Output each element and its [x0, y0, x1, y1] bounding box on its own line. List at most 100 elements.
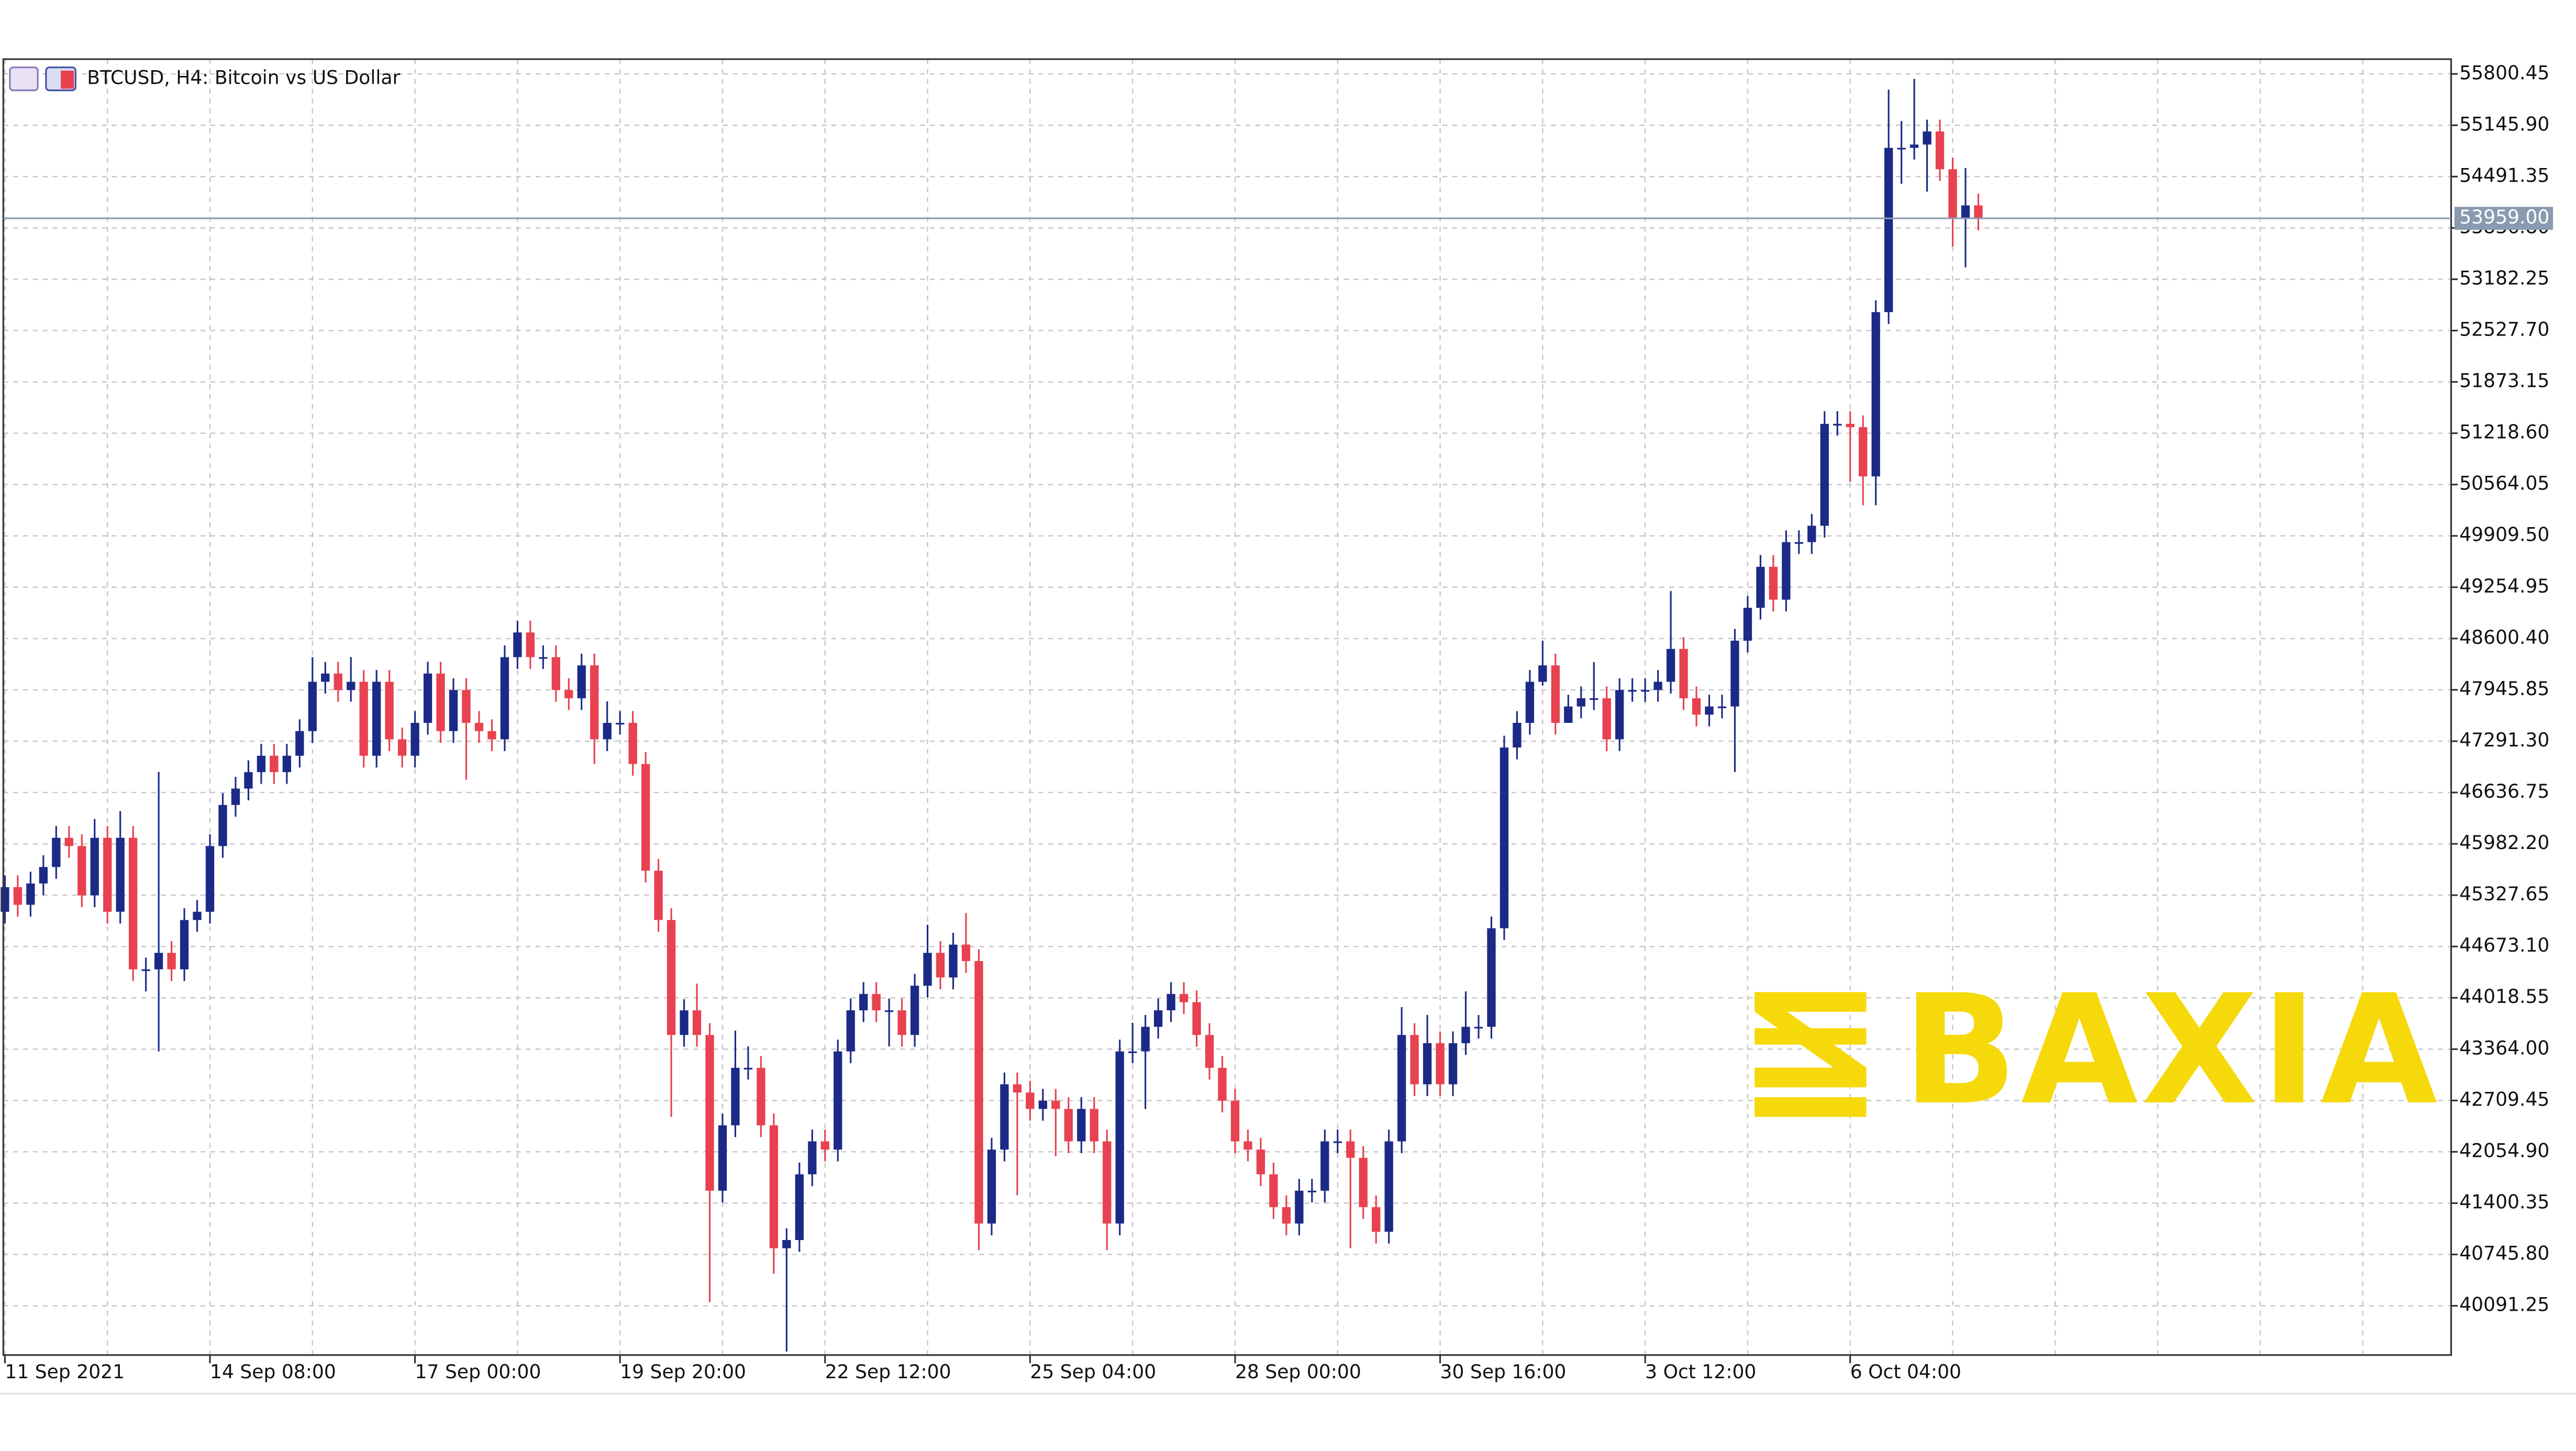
candle-body — [77, 846, 86, 896]
candle-body — [90, 838, 99, 896]
candle-body — [1103, 1141, 1112, 1224]
candle-body — [1474, 1026, 1483, 1029]
candle-body — [1909, 144, 1919, 148]
candle-body — [1038, 1100, 1048, 1109]
candle-body — [257, 755, 266, 773]
y-tick-label: 50564.05 — [2459, 473, 2549, 495]
candle-body — [743, 1067, 753, 1070]
candle-body — [1448, 1043, 1458, 1085]
candle-body — [513, 632, 522, 657]
toolbar-icons — [9, 66, 76, 92]
candle-body — [1013, 1084, 1022, 1093]
candle-body — [846, 1010, 855, 1052]
y-tick-label: 49254.95 — [2459, 575, 2549, 597]
candle-body — [961, 944, 971, 962]
candle-body — [1320, 1141, 1329, 1191]
y-tick-label: 48600.40 — [2459, 627, 2549, 649]
candle-body — [39, 867, 48, 884]
y-tick-label: 55145.90 — [2459, 113, 2549, 135]
candle-body — [884, 1010, 894, 1012]
candle-body — [949, 944, 958, 978]
y-tick-label: 45982.20 — [2459, 832, 2549, 854]
y-tick-label: 40745.80 — [2459, 1243, 2549, 1265]
candle-body — [872, 994, 881, 1011]
candle-body — [1807, 526, 1816, 542]
y-tick-label: 40091.25 — [2459, 1294, 2549, 1316]
x-tick-label: 17 Sep 00:00 — [415, 1361, 541, 1383]
candle-body — [1871, 312, 1880, 477]
y-tick-label: 42054.90 — [2459, 1140, 2549, 1162]
candle-body — [1359, 1157, 1368, 1208]
candle-body — [705, 1035, 714, 1191]
candle-body — [26, 883, 35, 905]
candle-body — [218, 805, 227, 846]
candle-body — [1692, 698, 1701, 715]
bottom-rule — [0, 1392, 2576, 1395]
candle-body — [1756, 566, 1765, 608]
x-tick-label: 14 Sep 08:00 — [210, 1361, 336, 1383]
candle-body — [64, 838, 73, 846]
candle-body — [141, 969, 150, 971]
candle-body — [397, 739, 407, 756]
candle-body — [270, 755, 279, 773]
candle-body — [1346, 1141, 1355, 1158]
candle-body — [1628, 690, 1637, 692]
grid — [3, 59, 2451, 1355]
candle-body — [1833, 423, 1842, 426]
candle-body — [129, 838, 138, 969]
candle-body — [1564, 706, 1573, 723]
candle-body — [1602, 698, 1611, 740]
candle-body — [1307, 1190, 1316, 1192]
candle-body — [1576, 698, 1585, 707]
candle-body — [641, 764, 650, 871]
candle-body — [167, 953, 176, 969]
candle-body — [1884, 148, 1893, 312]
candle-body — [385, 682, 394, 740]
logo-bar — [1755, 1028, 1867, 1045]
candle-body — [487, 731, 496, 740]
y-tick-label: 41400.35 — [2459, 1191, 2549, 1213]
candle-body — [244, 772, 253, 789]
candle-body — [193, 911, 202, 920]
candle-body — [154, 953, 163, 969]
candle-body — [757, 1067, 765, 1125]
candle-body — [1935, 131, 1945, 170]
watermark: BAXIA — [1755, 963, 2437, 1139]
y-tick-label: 51873.15 — [2459, 370, 2549, 392]
candle-body — [1820, 423, 1829, 526]
chart-title: BTCUSD, H4: Bitcoin vs US Dollar — [87, 67, 400, 89]
y-tick-label: 52527.70 — [2459, 319, 2549, 341]
candle-body — [1717, 706, 1727, 708]
candle-body — [1423, 1043, 1432, 1085]
candle-body — [551, 657, 560, 690]
candle-body — [1743, 608, 1752, 641]
candle-body — [282, 755, 292, 773]
candle-body — [1205, 1035, 1214, 1068]
candle-body — [1590, 698, 1598, 700]
candle-body — [1077, 1109, 1086, 1142]
x-tick-label: 19 Sep 20:00 — [620, 1361, 746, 1383]
candle-body — [1897, 148, 1906, 150]
y-tick-label: 55800.45 — [2459, 62, 2549, 84]
candle-body — [1051, 1100, 1060, 1109]
candle-body — [923, 953, 932, 986]
candle-body — [1282, 1207, 1291, 1224]
candle-body — [769, 1125, 779, 1248]
candle-body — [308, 682, 317, 731]
candle-body — [1243, 1141, 1252, 1150]
candle-body — [321, 673, 330, 682]
candle-body — [1500, 747, 1509, 929]
candle-body — [1333, 1141, 1342, 1143]
candle-body — [718, 1125, 727, 1191]
candle-body — [590, 665, 599, 740]
candle-body — [116, 838, 125, 912]
candle-body — [1141, 1026, 1150, 1052]
candle-body — [526, 632, 535, 657]
candle-body — [1769, 566, 1778, 600]
candle-body — [1167, 994, 1175, 1011]
logo-bar — [1755, 1097, 1867, 1117]
plot-frame — [2, 58, 2452, 1356]
candle-body — [423, 673, 432, 723]
candle-body — [1372, 1207, 1381, 1232]
